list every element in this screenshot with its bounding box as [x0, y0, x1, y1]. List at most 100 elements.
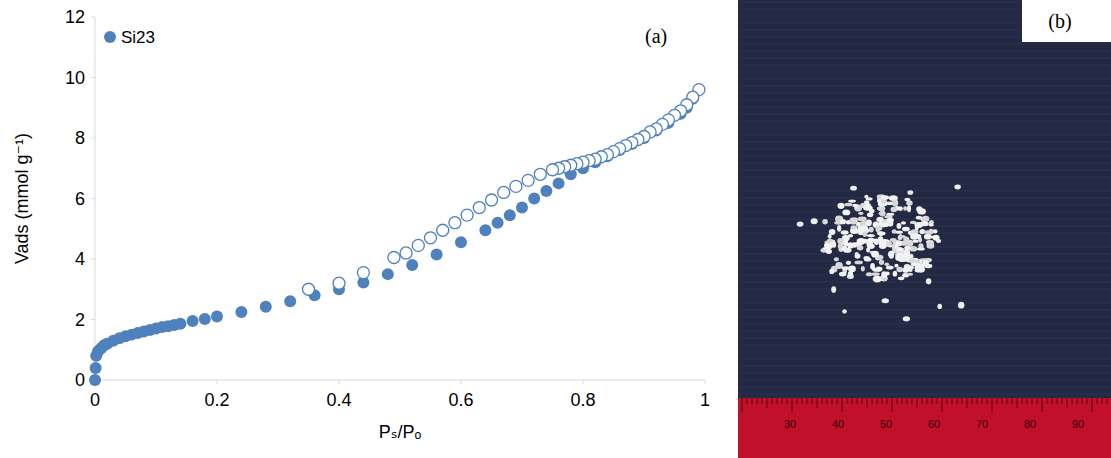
granule	[888, 253, 893, 256]
granule	[898, 248, 905, 251]
fabric-texture	[738, 72, 1111, 73]
ruler-tick	[902, 398, 903, 404]
ruler-tick	[837, 398, 838, 404]
granule	[881, 195, 889, 199]
fabric-texture	[738, 359, 1111, 360]
y-tick	[91, 198, 95, 199]
granule	[907, 205, 911, 212]
y-tick	[91, 259, 95, 260]
granule	[848, 234, 853, 238]
point	[455, 236, 467, 248]
granule	[890, 238, 897, 242]
fabric-texture	[738, 317, 1111, 318]
label-box	[1022, 0, 1111, 42]
ruler-tick	[782, 398, 783, 404]
fabric-texture	[738, 184, 1111, 185]
granule	[902, 257, 906, 262]
point	[235, 306, 247, 318]
ruler-tick	[1007, 398, 1008, 404]
ruler-tick	[932, 398, 933, 404]
fabric-texture	[738, 338, 1111, 339]
x-tick-label: 0	[90, 390, 100, 410]
granule	[854, 204, 859, 208]
y-tick-label: 0	[75, 370, 85, 390]
point	[211, 310, 223, 322]
granule	[858, 212, 864, 215]
x-tick-label: 0.4	[326, 390, 351, 410]
ruler-tick	[762, 398, 763, 404]
granule	[880, 211, 886, 217]
x-tick-label: 0.2	[204, 390, 229, 410]
fabric-texture	[738, 156, 1111, 157]
granule	[857, 245, 864, 250]
y-tick-label: 2	[75, 310, 85, 330]
granule	[958, 302, 964, 309]
granule	[837, 203, 844, 209]
y-tick	[91, 77, 95, 78]
granule	[861, 225, 868, 231]
ruler-tick	[1082, 398, 1083, 404]
ruler-tick	[1097, 398, 1098, 404]
granule	[851, 225, 858, 229]
granule	[890, 213, 894, 216]
point	[199, 313, 211, 325]
point	[89, 374, 101, 386]
granule	[920, 221, 929, 226]
point	[431, 248, 443, 260]
granule	[926, 243, 934, 248]
granule	[887, 218, 894, 223]
open-point	[425, 232, 437, 244]
y-tick-label: 8	[75, 128, 85, 148]
ruler-tick	[982, 398, 983, 404]
legend-label: Si23	[121, 28, 155, 47]
granule	[926, 278, 932, 284]
granule	[842, 266, 850, 270]
fabric-texture	[738, 282, 1111, 283]
ruler-tick	[952, 398, 953, 404]
granule	[896, 253, 903, 259]
x-tick-label: 0.8	[570, 390, 595, 410]
ruler-label: 50	[880, 418, 892, 430]
granule	[839, 272, 846, 277]
ruler-tick	[792, 398, 793, 412]
plot-area	[89, 84, 705, 386]
x-tick-label: 0.6	[448, 390, 473, 410]
ruler-tick	[797, 398, 798, 404]
granule	[857, 239, 862, 244]
point	[528, 193, 540, 205]
ruler-tick	[1052, 398, 1053, 404]
fabric-texture	[738, 128, 1111, 129]
ruler-tick	[992, 398, 993, 412]
ruler-tick	[1077, 398, 1078, 404]
ruler-tick	[757, 398, 758, 404]
open-point	[333, 277, 345, 289]
x-tick	[217, 380, 218, 384]
point	[504, 209, 516, 221]
ruler-tick	[807, 398, 808, 404]
granule	[913, 240, 919, 243]
ruler-tick	[767, 398, 768, 408]
granule	[892, 200, 899, 207]
granule	[896, 231, 903, 234]
x-tick	[461, 380, 462, 384]
fabric-texture	[738, 366, 1111, 367]
fabric-texture	[738, 198, 1111, 199]
fabric-texture	[738, 387, 1111, 388]
granule	[922, 216, 930, 222]
granule	[866, 197, 873, 200]
granule	[826, 250, 832, 254]
ruler-tick	[772, 398, 773, 404]
granule	[829, 229, 836, 235]
granule	[837, 238, 844, 244]
fabric-texture	[738, 135, 1111, 136]
ruler-tick	[917, 398, 918, 408]
ruler-tick	[827, 398, 828, 404]
granule	[916, 206, 922, 211]
ruler-tick	[777, 398, 778, 404]
granule	[896, 267, 903, 272]
panel-label: (b)	[1048, 10, 1071, 33]
granule	[907, 273, 913, 276]
granule	[826, 249, 832, 254]
ruler-tick	[882, 398, 883, 404]
fabric-texture	[738, 247, 1111, 248]
